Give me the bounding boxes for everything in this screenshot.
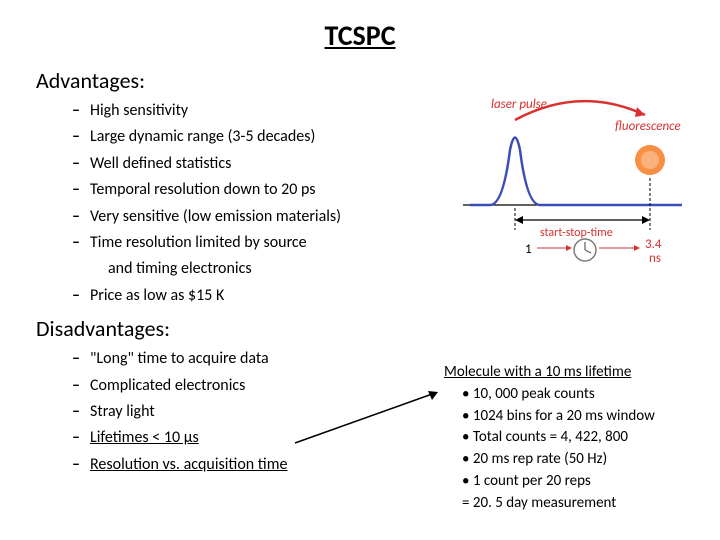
one-label: 1 [525, 242, 532, 257]
calc-item: • 10, 000 peak counts [462, 384, 692, 406]
start-stop-label: start-stop-time [540, 226, 613, 240]
calc-item: • 1 count per 20 reps [462, 471, 692, 493]
ns-label-1: 3.4 [645, 237, 662, 252]
ns-label-2: ns [649, 251, 661, 266]
calc-item: • Total counts = 4, 422, 800 [462, 427, 692, 449]
fluorescence-label: fluorescence [615, 119, 681, 134]
calc-item: • 20 ms rep rate (50 Hz) [462, 449, 692, 471]
laser-pulse-label: laser pulse [491, 97, 547, 112]
disadvantages-heading: Disadvantages: [0, 309, 720, 346]
page-title: TCSPC [0, 0, 720, 61]
calc-item: = 20. 5 day measurement [462, 493, 692, 515]
calculation-box: Molecule with a 10 ms lifetime • 10, 000… [444, 362, 692, 514]
list-item: –Price as low as $15 K [72, 283, 720, 309]
calc-title: Molecule with a 10 ms lifetime [444, 362, 692, 384]
calc-item: • 1024 bins for a 20 ms window [462, 406, 692, 428]
tcspc-diagram: laser pulse fluorescence start-stop-time… [455, 90, 690, 270]
list-text: Price as low as $15 K [90, 283, 720, 309]
